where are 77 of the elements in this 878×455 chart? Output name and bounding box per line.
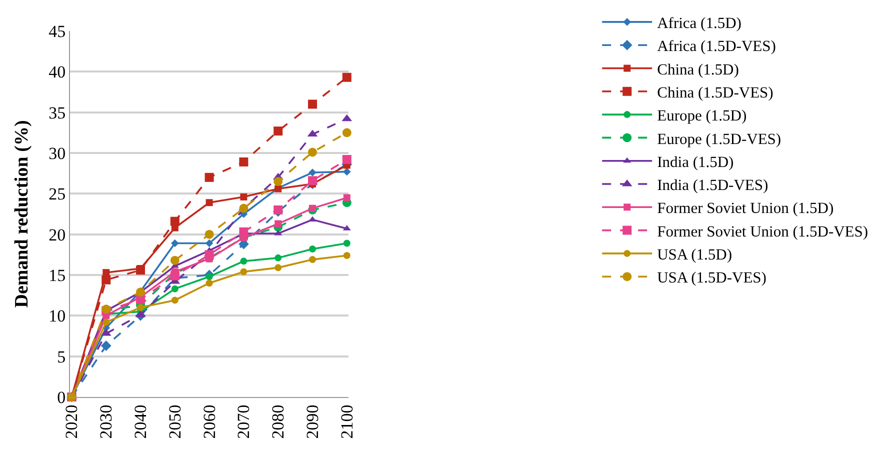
legend-label: Africa (1.5D)	[657, 15, 742, 32]
legend-label: China (1.5D)	[657, 61, 739, 78]
legend-label: Europe (1.5D-VES)	[657, 130, 782, 148]
point	[274, 220, 282, 228]
x-tick-label: 2080	[268, 404, 288, 439]
y-axis-title: Demand reduction (%)	[11, 120, 32, 308]
point	[239, 227, 248, 236]
legend-label: USA (1.5D)	[657, 246, 732, 264]
point	[136, 294, 146, 304]
point	[308, 245, 316, 252]
point	[342, 155, 352, 164]
point	[343, 194, 350, 202]
point	[102, 275, 111, 284]
point	[206, 280, 213, 287]
point	[274, 264, 282, 272]
point	[240, 258, 248, 265]
y-tick-label: 10	[48, 306, 66, 326]
point	[308, 100, 317, 109]
y-tick-label: 35	[48, 103, 66, 122]
point	[342, 72, 352, 82]
x-tick-label: 2090	[303, 404, 322, 439]
legend-label: Former Soviet Union (1.5D-VES)	[657, 223, 868, 240]
x-tick-label: 2070	[234, 404, 254, 439]
point	[274, 176, 283, 186]
legend-label: Europe (1.5D)	[657, 108, 747, 125]
point	[206, 199, 213, 206]
point	[205, 239, 214, 248]
point	[308, 148, 317, 157]
point	[342, 128, 352, 138]
point	[308, 168, 316, 176]
point	[170, 216, 180, 226]
x-tick-label: 2060	[200, 404, 219, 439]
point	[239, 157, 248, 166]
point	[171, 239, 179, 248]
legend-label: China (1.5D-VES)	[657, 84, 774, 102]
y-tick-label: 0	[57, 388, 66, 407]
point	[240, 193, 248, 200]
point	[102, 318, 110, 326]
point	[137, 304, 144, 312]
x-tick-label: 2030	[96, 404, 116, 439]
point	[274, 205, 283, 214]
y-tick-label: 40	[48, 62, 66, 82]
point	[171, 285, 178, 292]
legend-label: Africa (1.5D-VES)	[657, 38, 776, 56]
point	[171, 296, 178, 304]
y-tick-label: 45	[48, 22, 66, 41]
y-tick-label: 5	[57, 347, 66, 366]
y-tick-label: 30	[48, 144, 66, 163]
point	[100, 340, 112, 351]
point	[204, 250, 214, 260]
point	[274, 126, 283, 136]
point	[170, 256, 180, 265]
legend-label: Former Soviet Union (1.5D)	[657, 200, 834, 218]
legend-label: India (1.5D-VES)	[657, 177, 768, 194]
point	[274, 254, 282, 262]
x-tick-label: 2100	[337, 404, 356, 439]
point	[240, 268, 248, 276]
point	[342, 168, 351, 176]
point	[308, 176, 317, 186]
y-tick-label: 25	[48, 184, 66, 204]
legend-label: USA (1.5D-VES)	[657, 270, 766, 287]
point	[204, 172, 214, 182]
point	[204, 230, 214, 239]
x-tick-label: 2040	[131, 404, 150, 439]
y-tick-label: 20	[48, 225, 66, 244]
point	[206, 273, 213, 280]
legend-label: India (1.5D)	[657, 154, 734, 171]
point	[308, 256, 316, 264]
x-tick-label: 2050	[165, 404, 184, 439]
point	[136, 266, 146, 275]
point	[308, 204, 316, 212]
point	[343, 240, 350, 247]
point	[170, 271, 180, 280]
point	[343, 252, 350, 259]
x-tick-label: 2020	[62, 404, 82, 439]
point	[102, 269, 110, 276]
y-tick-label: 15	[48, 266, 66, 285]
